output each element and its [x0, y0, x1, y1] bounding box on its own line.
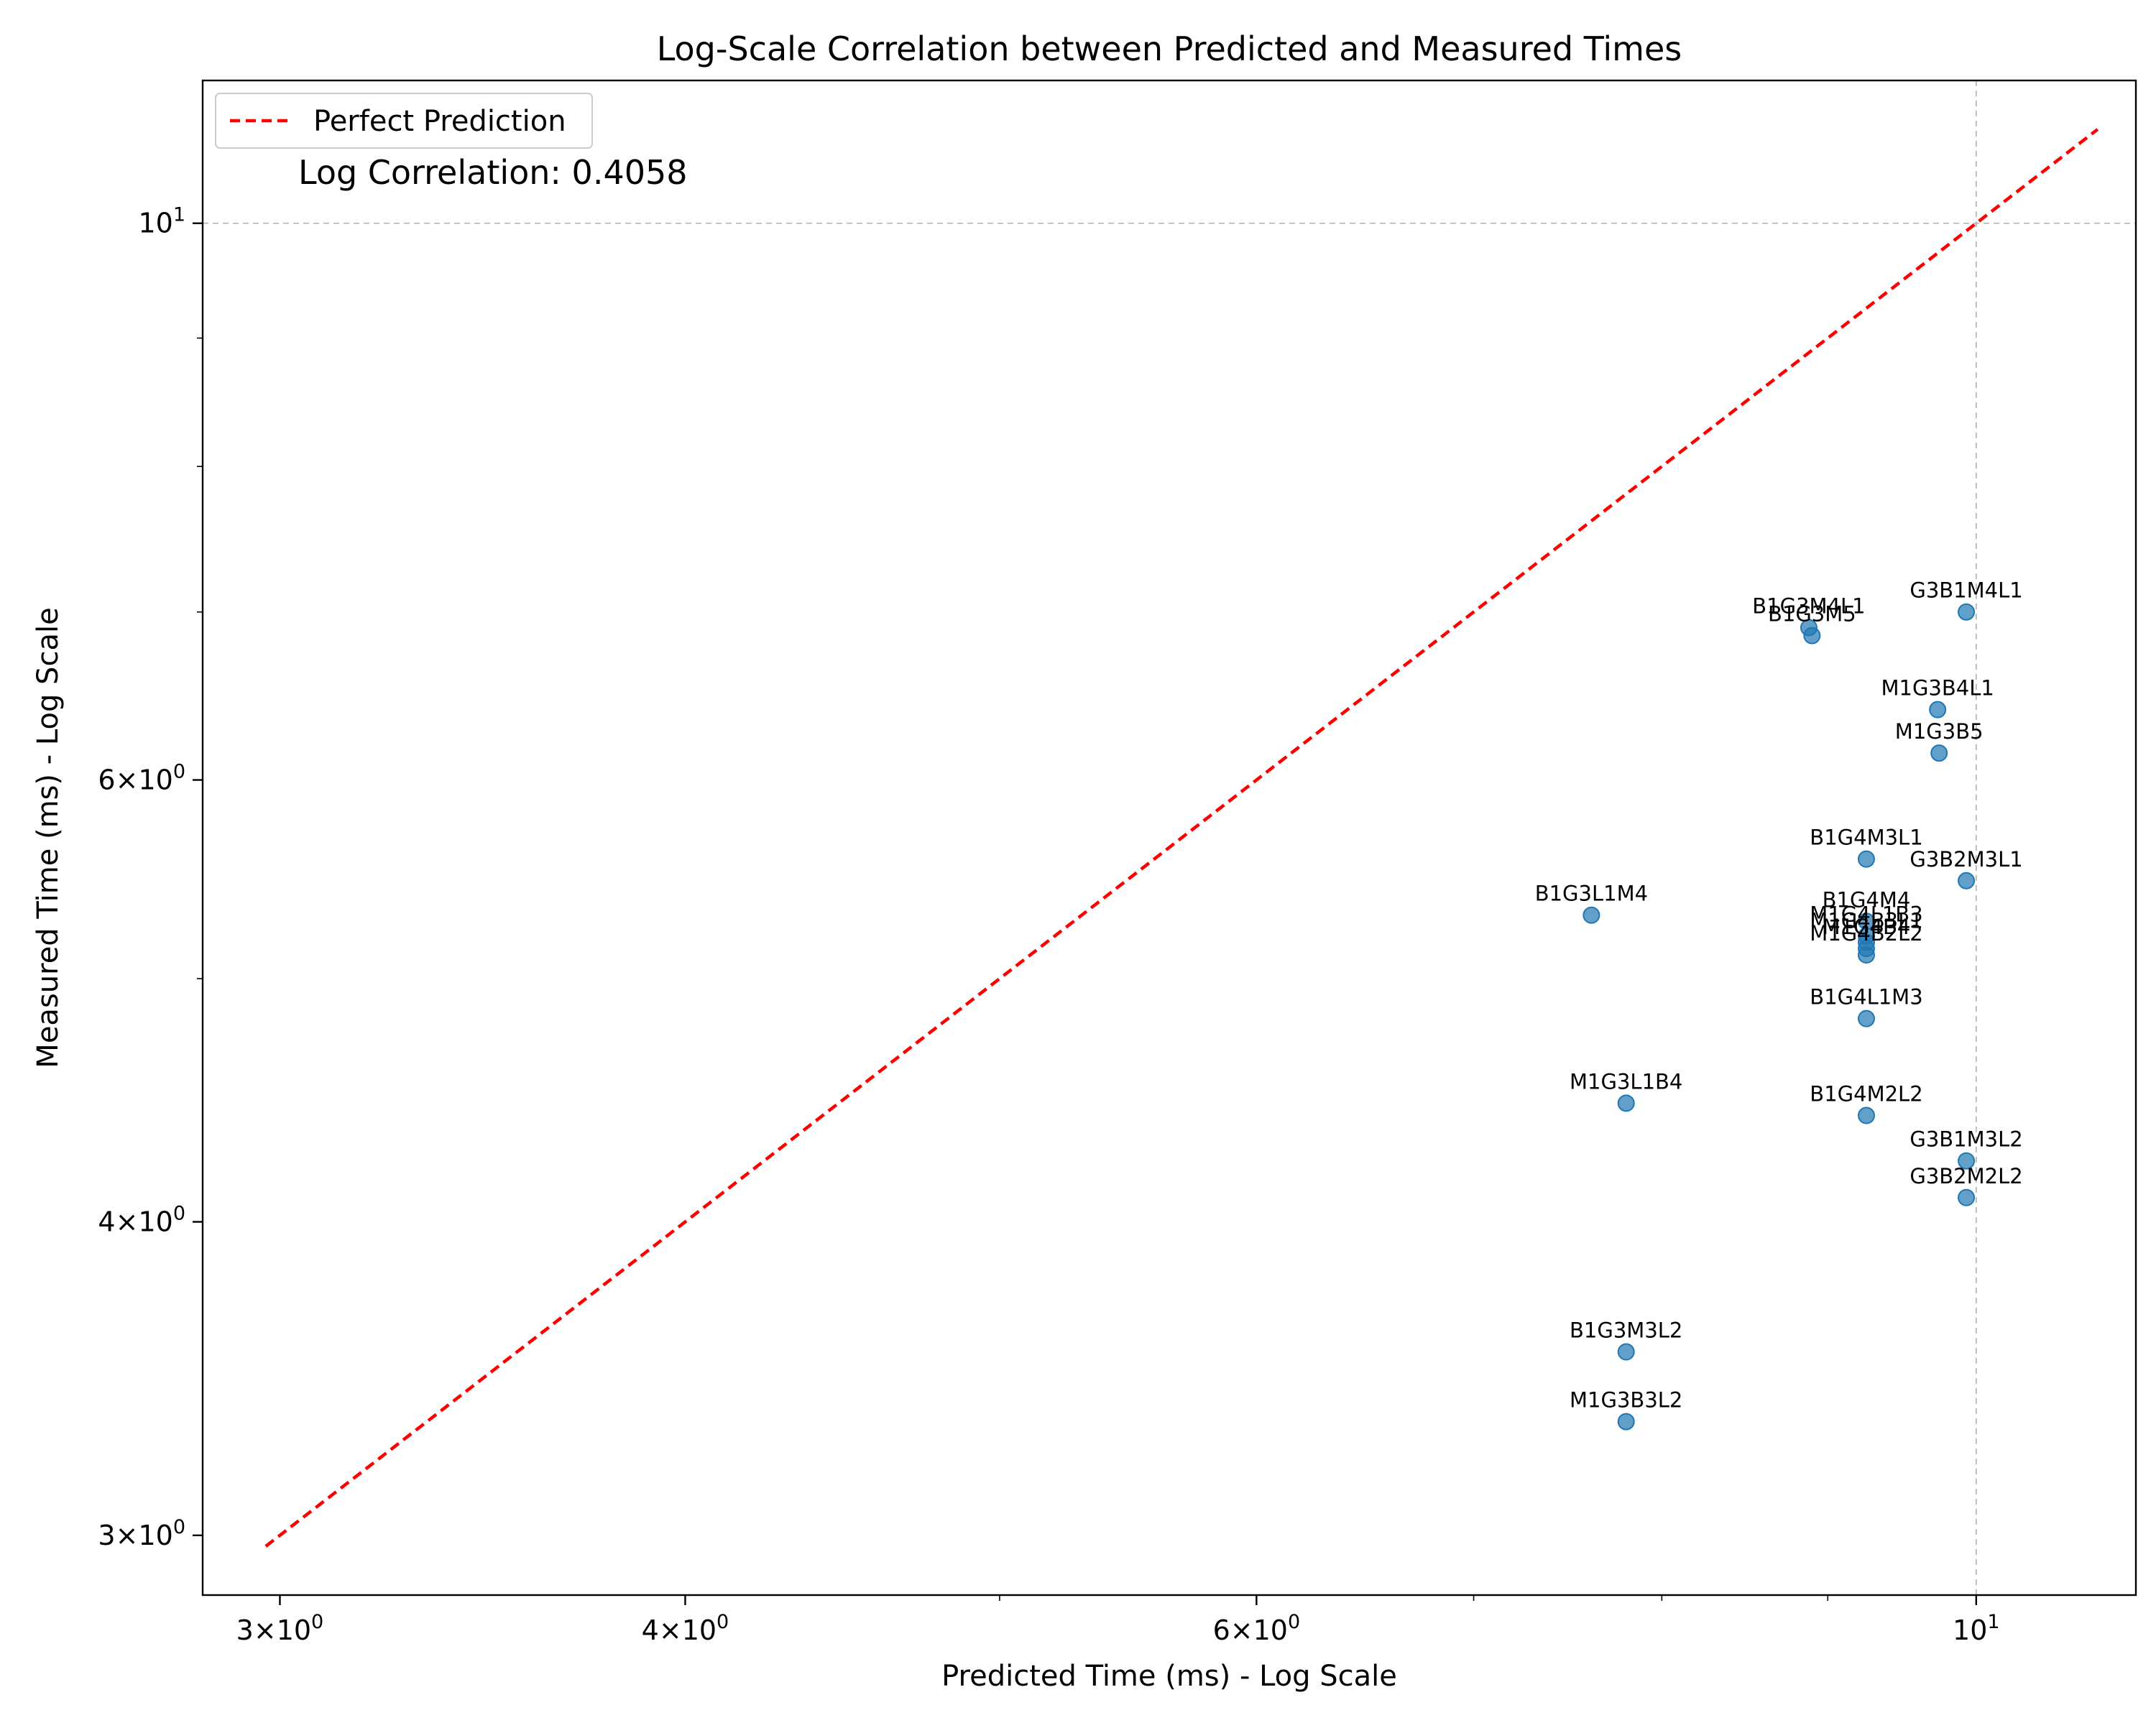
data-point	[1583, 906, 1600, 924]
points-layer	[1583, 603, 1976, 1431]
grid-layer	[203, 80, 2136, 1595]
point-label: M1G4L1B3	[1810, 902, 1922, 927]
data-point	[1857, 1106, 1875, 1124]
point-label: G3B2M3L1	[1909, 847, 2022, 872]
data-point	[1958, 603, 1976, 621]
y-axis-label: Measured Time (ms) - Log Scale	[32, 607, 65, 1068]
y-tick-label: 101	[138, 204, 185, 239]
log-correlation-annotation: Log Correlation: 0.4058	[298, 153, 688, 192]
data-point	[1958, 1188, 1976, 1206]
point-label: M1G4B2L2	[1810, 921, 1922, 946]
chart-title: Log-Scale Correlation between Predicted …	[657, 29, 1682, 68]
data-point	[1857, 850, 1875, 868]
ticks-layer: 3×100 4×100 6×100 101 3×100 4×100 6×100 101	[98, 204, 1999, 1646]
point-label: M1G3B3L2	[1570, 1388, 1682, 1413]
x-tick-label: 6×100	[1213, 1611, 1301, 1646]
point-label: B1G3M4L1	[1752, 594, 1865, 619]
y-tick-label: 4×100	[98, 1203, 185, 1238]
data-point	[1930, 744, 1948, 762]
legend: Perfect Prediction	[215, 93, 593, 149]
point-label: B1G4M2L2	[1810, 1082, 1922, 1106]
x-axis-label: Predicted Time (ms) - Log Scale	[941, 1660, 1397, 1693]
point-label: M1G4B3L1	[1810, 908, 1922, 933]
point-label: B1G3M5	[1768, 602, 1856, 627]
perfect-prediction-line	[264, 128, 2099, 1548]
point-label: G3B2M2L2	[1909, 1164, 2022, 1188]
point-label: B1G3L1M4	[1535, 882, 1648, 906]
plot-frame	[201, 79, 2137, 1597]
data-point	[1617, 1343, 1635, 1361]
data-point	[1958, 872, 1976, 890]
x-tick-label: 101	[1953, 1611, 2000, 1646]
point-label: M1G3L1B4	[1570, 1069, 1682, 1094]
x-tick-label: 4×100	[642, 1611, 729, 1646]
point-label: G3B1M3L2	[1909, 1127, 2022, 1152]
data-point	[1958, 1152, 1976, 1170]
point-label: B1G3M3L2	[1570, 1318, 1682, 1343]
data-point	[1929, 701, 1947, 719]
point-label: M1G3B5	[1895, 719, 1984, 744]
legend-box	[215, 93, 593, 149]
point-label: B1G4M3L1	[1810, 826, 1922, 850]
x-tick-label: 3×100	[236, 1611, 324, 1646]
point-label: B1G4M4	[1823, 887, 1911, 912]
data-point	[1857, 946, 1875, 964]
data-point	[1803, 627, 1821, 644]
y-tick-label: 6×100	[98, 761, 185, 796]
y-tick-label: 3×100	[98, 1516, 185, 1551]
reference-line-layer	[264, 128, 2099, 1548]
point-label: B1G4L1M3	[1810, 985, 1922, 1009]
legend-entry-perfect-prediction: Perfect Prediction	[313, 105, 566, 138]
data-point	[1857, 1009, 1875, 1027]
data-point	[1617, 1413, 1635, 1431]
data-point	[1617, 1094, 1635, 1112]
point-label: M1G4B4	[1823, 915, 1911, 939]
point-label: M1G3B4L1	[1881, 676, 1994, 701]
point-label: G3B1M4L1	[1909, 578, 2022, 603]
